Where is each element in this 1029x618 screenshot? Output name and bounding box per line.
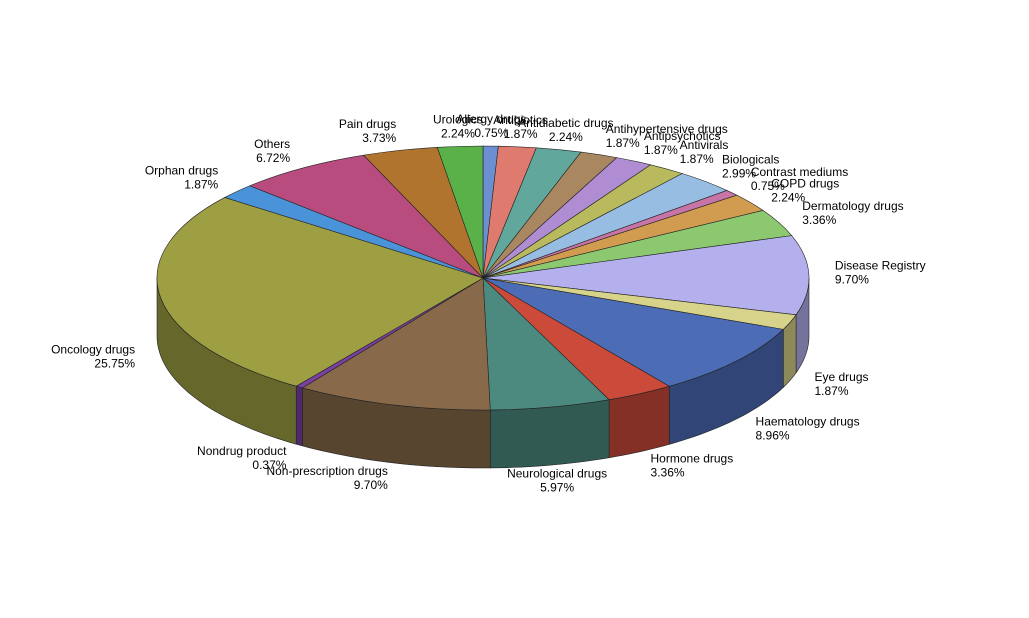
slice-label-name: Contrast mediums — [751, 165, 848, 179]
pie-slice-others — [249, 154, 484, 279]
slice-label-others: Others 6.72% — [254, 137, 290, 165]
slice-label-value: 1.87% — [606, 136, 640, 150]
slice-label-value: 1.87% — [680, 152, 714, 166]
slice-label-name: Pain drugs — [339, 117, 396, 131]
slice-label-orphan-drugs: Orphan drugs 1.87% — [145, 164, 219, 192]
slice-label-antihypertensive-drugs: Antihypertensive drugs 1.87% — [606, 122, 728, 150]
slice-label-value: 9.70% — [354, 478, 388, 492]
slice-label-value: 2.99% — [722, 166, 756, 180]
slice-label-name: Orphan drugs — [145, 164, 218, 178]
slice-label-value: 0.75% — [474, 126, 508, 140]
pie-slice-oncology-drugs — [156, 197, 484, 387]
slice-label-neurological-drugs: Neurological drugs 5.97% — [507, 467, 607, 495]
slice-label-value: 0.75% — [751, 179, 785, 193]
slice-label-name: Urologics — [433, 112, 483, 126]
slice-label-allergy-drugs: Allergy drugs 0.75% — [456, 112, 526, 140]
slice-label-name: Non-prescription drugs — [266, 464, 387, 478]
slice-label-haematology-drugs: Haematology drugs 8.96% — [756, 414, 860, 442]
pie-side-nondrug-product — [295, 385, 303, 447]
slice-label-value: 2.24% — [771, 190, 805, 204]
pie-slice-urologics — [436, 145, 484, 279]
pie-slice-haematology-drugs — [482, 277, 784, 387]
slice-label-disease-registry: Disease Registry 9.70% — [835, 259, 926, 287]
slice-label-value: 2.24% — [441, 126, 475, 140]
slice-label-value: 9.70% — [835, 273, 869, 287]
slice-label-name: Dermatology drugs — [802, 199, 903, 213]
slice-label-value: 1.87% — [504, 127, 538, 141]
slice-label-name: Haematology drugs — [756, 414, 860, 428]
slice-label-urologics: Urologics 2.24% — [433, 112, 483, 140]
pie-slice-disease-registry — [482, 235, 810, 316]
slice-label-name: Antidiabetic drugs — [518, 116, 613, 130]
pie-slice-non-prescription-drugs — [301, 277, 491, 411]
slice-label-antipsychotics: Antipsychotics 1.87% — [644, 129, 721, 157]
slice-label-contrast-mediums: Contrast mediums 0.75% — [751, 165, 848, 193]
slice-label-value: 6.72% — [256, 151, 290, 165]
slice-label-value: 1.87% — [644, 143, 678, 157]
slice-labels: Allergy drugs 0.75%Antibiotics 1.87%Antidi… — [51, 112, 926, 495]
slice-label-antidiabetic-drugs: Antidiabetic drugs 2.24% — [518, 116, 613, 144]
slice-label-name: Allergy drugs — [456, 112, 526, 126]
slice-label-name: Biologicals — [722, 152, 779, 166]
slice-label-copd-drugs: COPD drugs 2.24% — [771, 176, 839, 204]
pie-slice-neurological-drugs — [482, 277, 610, 411]
slice-label-value: 3.73% — [362, 131, 396, 145]
slice-label-name: Antihypertensive drugs — [606, 122, 728, 136]
pie-tops — [156, 145, 810, 411]
slice-label-antibiotics: Antibiotics 1.87% — [493, 113, 548, 141]
slice-label-biologicals: Biologicals 2.99% — [722, 152, 779, 180]
slice-label-value: 3.36% — [802, 213, 836, 227]
slice-label-pain-drugs: Pain drugs 3.73% — [339, 117, 397, 145]
slice-label-name: COPD drugs — [771, 176, 839, 190]
slice-label-dermatology-drugs: Dermatology drugs 3.36% — [802, 199, 903, 227]
slice-label-name: Others — [254, 137, 290, 151]
slice-label-name: Oncology drugs — [51, 343, 135, 357]
slice-label-value: 8.96% — [756, 428, 790, 442]
slice-label-value: 3.36% — [651, 465, 685, 479]
slice-label-value: 25.75% — [94, 357, 135, 371]
slice-label-value: 5.97% — [540, 481, 574, 495]
slice-label-name: Disease Registry — [835, 259, 926, 273]
slice-label-non-prescription-drugs: Non-prescription drugs 9.70% — [266, 464, 388, 492]
slice-label-hormone-drugs: Hormone drugs 3.36% — [651, 451, 734, 479]
slice-label-name: Nondrug product — [197, 444, 287, 458]
slice-label-eye-drugs: Eye drugs 1.87% — [814, 370, 868, 398]
pie-sides — [156, 277, 810, 469]
slice-label-value: 0.37% — [252, 458, 286, 472]
slice-label-value: 2.24% — [549, 130, 583, 144]
pie-side-neurological-drugs — [489, 399, 610, 469]
slice-label-nondrug-product: Nondrug product 0.37% — [197, 444, 287, 472]
slice-label-name: Eye drugs — [814, 370, 868, 384]
slice-label-value: 1.87% — [814, 384, 848, 398]
slice-label-oncology-drugs: Oncology drugs 25.75% — [51, 343, 135, 371]
slice-label-name: Antipsychotics — [644, 129, 721, 143]
slice-label-antivirals: Antivirals 1.87% — [680, 138, 729, 166]
slice-label-value: 1.87% — [184, 178, 218, 192]
slice-label-name: Antibiotics — [493, 113, 548, 127]
slice-label-name: Hormone drugs — [651, 451, 734, 465]
slice-label-name: Antivirals — [680, 138, 729, 152]
slice-label-name: Neurological drugs — [507, 467, 607, 481]
